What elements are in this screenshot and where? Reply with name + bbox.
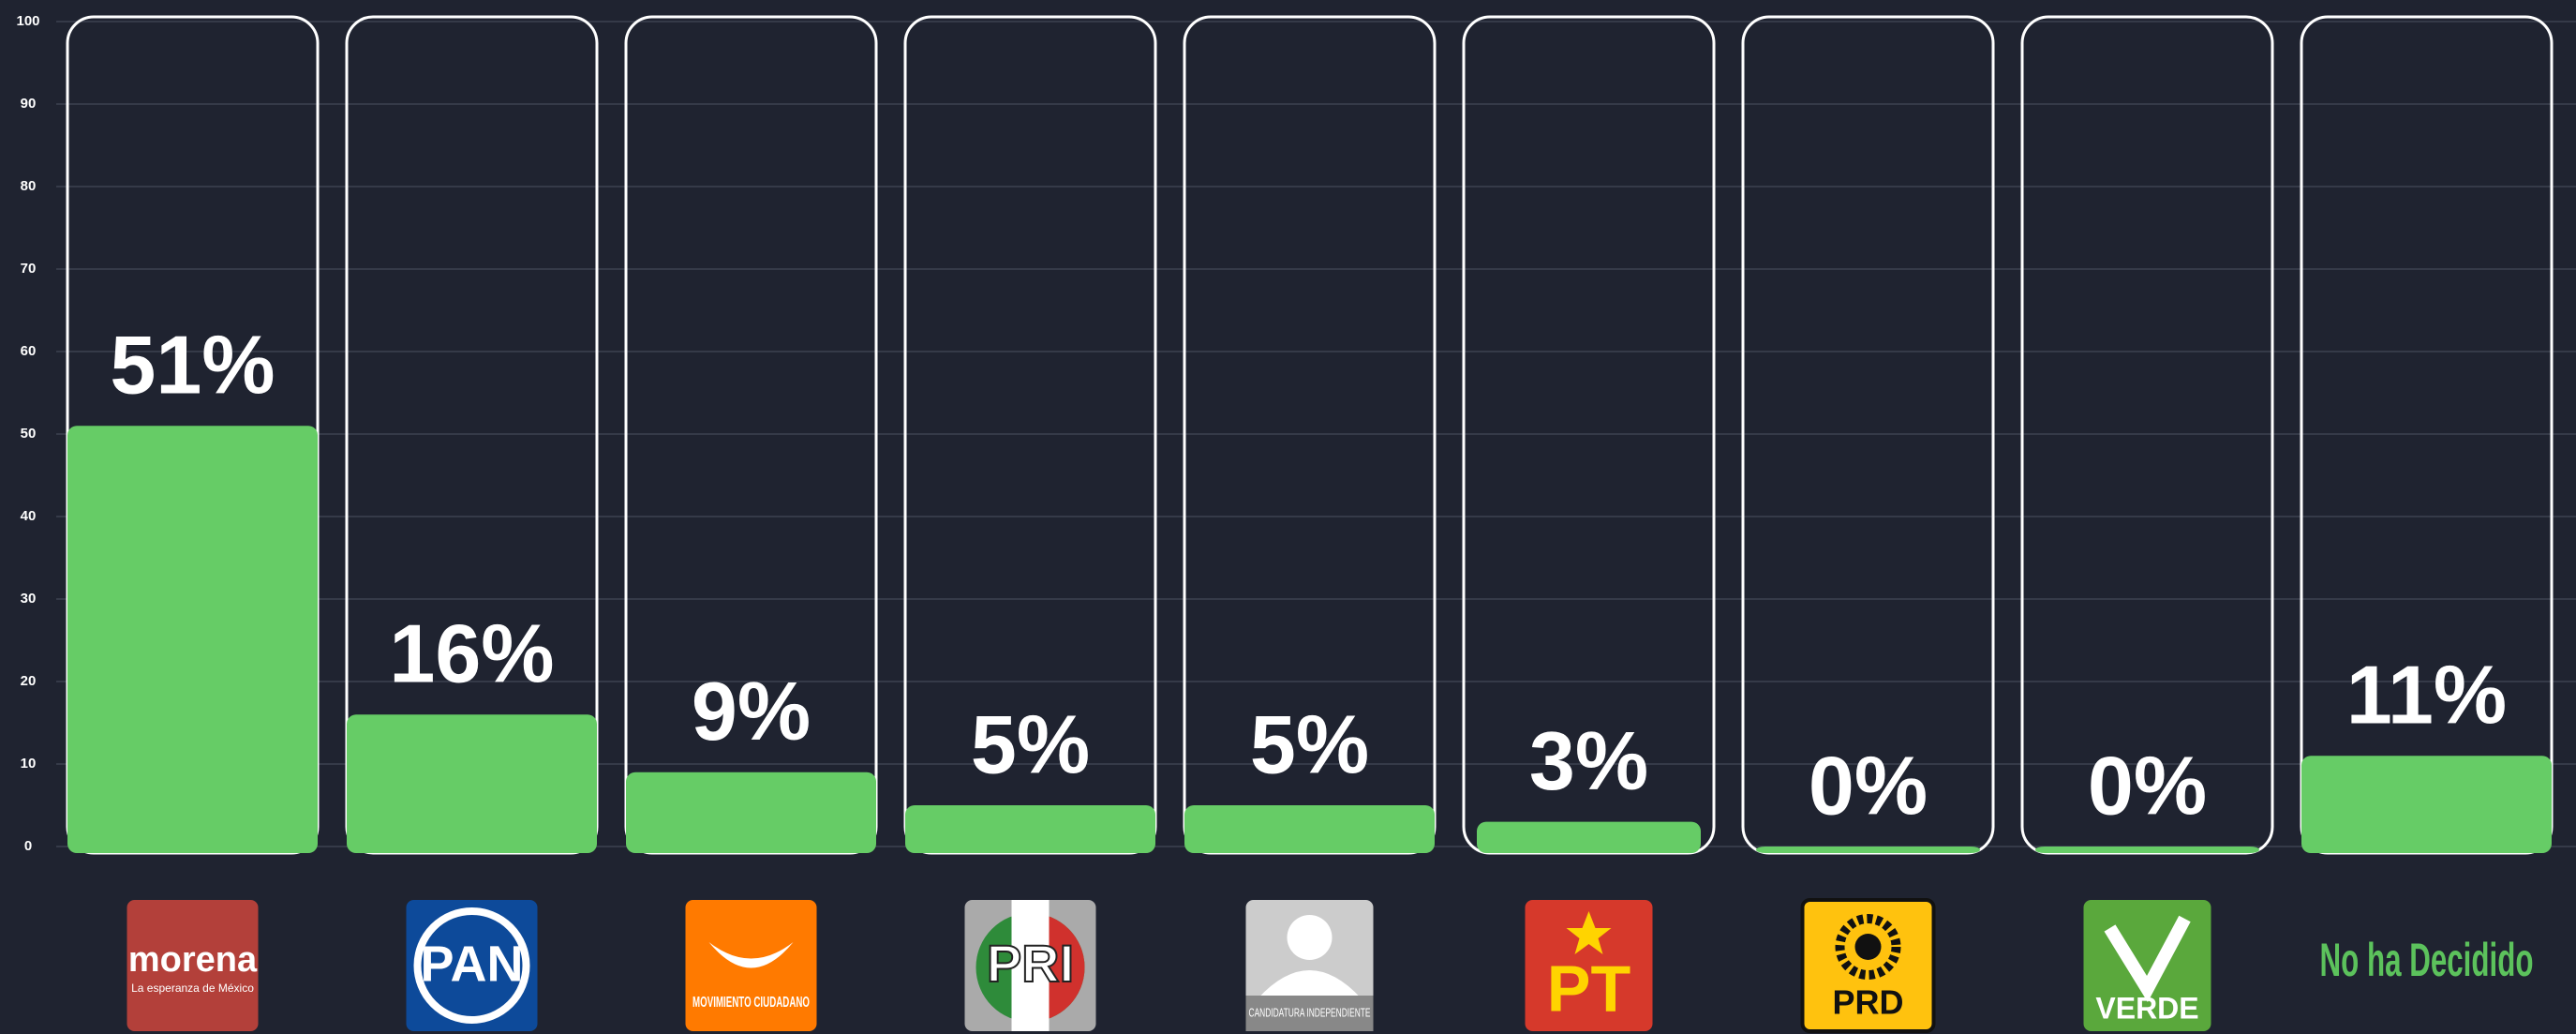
logo-label: morena xyxy=(128,940,258,980)
logo-label: MOVIMIENTO CIUDADANO xyxy=(692,995,810,1011)
logo-label: VERDE xyxy=(2095,991,2198,1025)
bar xyxy=(905,805,1155,853)
value-label: 3% xyxy=(1529,714,1648,807)
logo-white xyxy=(1011,900,1050,1031)
logo-label: PRD xyxy=(1832,983,1903,1022)
bar xyxy=(67,426,318,853)
y-tick-label: 50 xyxy=(21,426,37,442)
logo-eagle xyxy=(708,942,794,968)
y-tick-label: 0 xyxy=(24,838,32,854)
y-tick-label: 10 xyxy=(21,756,37,772)
bar xyxy=(2035,847,2259,853)
y-tick-label: 80 xyxy=(21,178,37,194)
bar xyxy=(1477,821,1701,853)
logo-label: PT xyxy=(1547,952,1630,1025)
logo-ring xyxy=(413,907,530,1024)
logo-background xyxy=(127,900,259,1031)
logo-label: CANDIDATURA INDEPENDIENTE xyxy=(1249,1005,1371,1019)
logo-background xyxy=(1525,900,1653,1031)
y-tick-label: 60 xyxy=(21,343,37,359)
logo-band xyxy=(1245,996,1374,1031)
y-tick-label: 40 xyxy=(21,508,37,524)
logo-check xyxy=(2104,915,2191,1003)
bar xyxy=(1756,847,1980,853)
bar xyxy=(2301,756,2552,853)
logo-sun xyxy=(1835,914,1901,980)
y-tick-label: 70 xyxy=(21,261,37,277)
logo-label: PAN xyxy=(420,936,523,992)
logo-head xyxy=(1287,915,1333,960)
value-label: 11% xyxy=(2346,648,2507,741)
y-tick-label: 30 xyxy=(21,591,37,607)
value-label: 51% xyxy=(110,318,275,411)
value-label: 5% xyxy=(971,697,1090,790)
bar xyxy=(347,714,597,853)
bar xyxy=(1184,805,1435,853)
y-tick-label: 90 xyxy=(21,96,37,112)
bar xyxy=(626,772,876,853)
logo-sun-core xyxy=(1854,934,1882,960)
value-label: 5% xyxy=(1250,697,1369,790)
y-tick-label: 100 xyxy=(16,13,39,29)
logo-star xyxy=(1566,911,1612,954)
logo-background xyxy=(1800,898,1936,1033)
logo-body xyxy=(1258,970,1362,998)
logo-label: PRI xyxy=(987,934,1074,993)
value-label: 9% xyxy=(692,665,811,757)
value-label: 0% xyxy=(2088,739,2207,832)
logo-background xyxy=(406,900,538,1031)
value-label: 16% xyxy=(389,607,554,699)
value-label: 0% xyxy=(1809,739,1928,832)
logo-tagline: La esperanza de México xyxy=(131,982,254,995)
logo-label: No ha Decidido xyxy=(2320,934,2534,986)
y-tick-label: 20 xyxy=(21,673,37,689)
